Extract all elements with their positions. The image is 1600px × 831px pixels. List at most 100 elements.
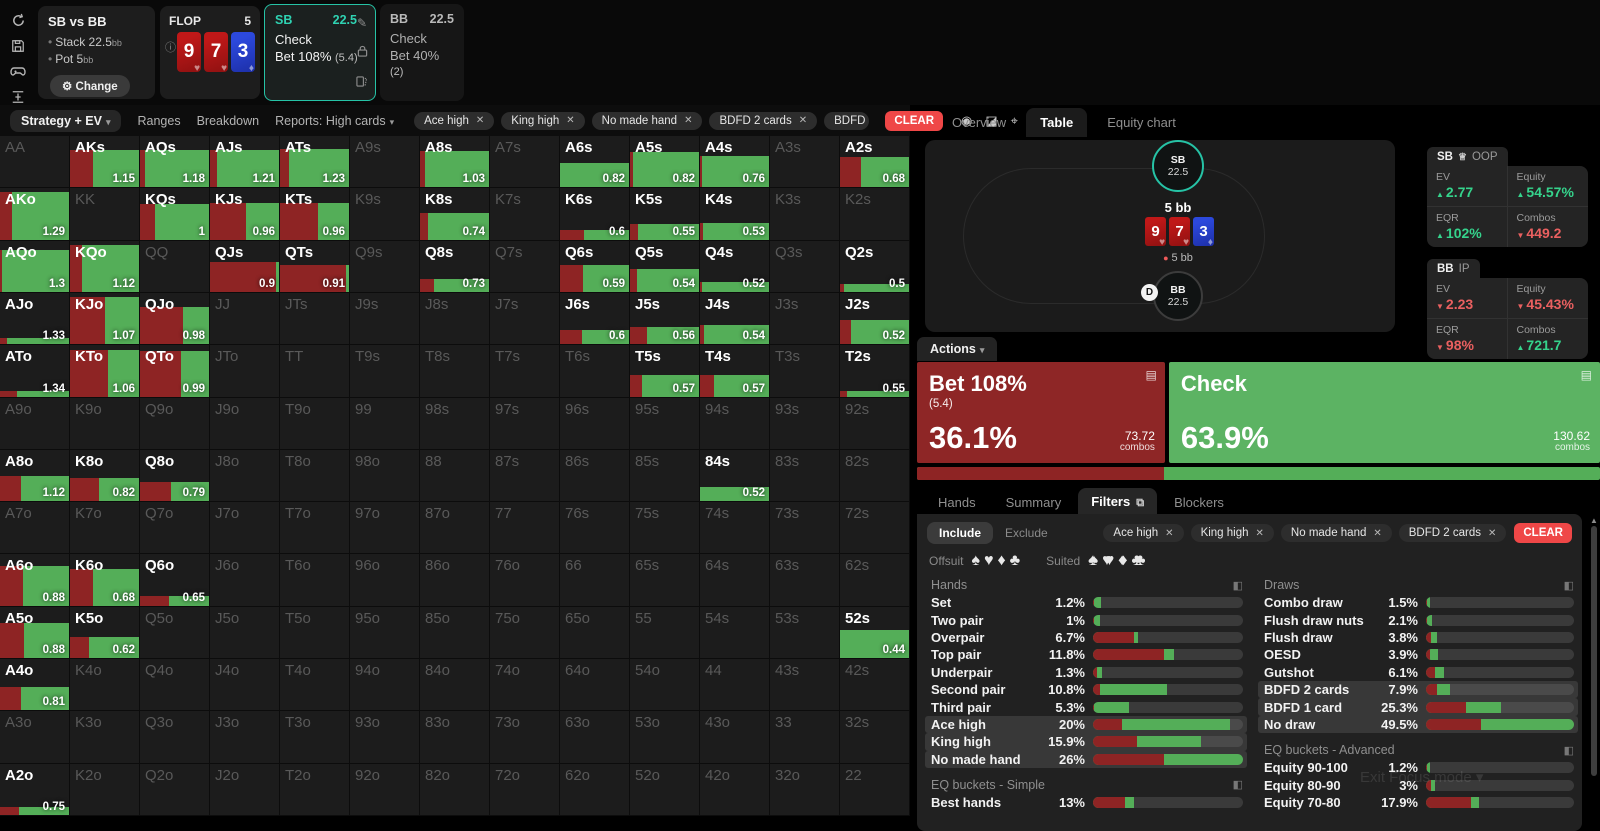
matrix-cell-84o[interactable]: 84o	[420, 659, 490, 712]
matrix-cell-QQ[interactable]: QQ	[140, 240, 210, 293]
matrix-cell-97o[interactable]: 97o	[350, 502, 420, 555]
matrix-cell-86o[interactable]: 86o	[420, 554, 490, 607]
matrix-cell-A2o[interactable]: A2o 0.75	[0, 763, 70, 816]
matrix-cell-K2o[interactable]: K2o	[70, 763, 140, 816]
matrix-cell-T4o[interactable]: T4o	[280, 659, 350, 712]
matrix-cell-87s[interactable]: 87s	[490, 449, 560, 503]
matrix-cell-T2o[interactable]: T2o	[280, 763, 350, 816]
matrix-cell-94o[interactable]: 94o	[350, 659, 420, 712]
contrast-icon[interactable]: ◪	[985, 112, 998, 128]
matrix-cell-A9o[interactable]: A9o	[0, 397, 70, 450]
matrix-cell-84s[interactable]: 84s 0.52	[700, 449, 770, 503]
clear-filters-button[interactable]: CLEAR	[1514, 523, 1572, 543]
matrix-cell-88[interactable]: 88	[420, 449, 490, 503]
matrix-cell-T2s[interactable]: T2s 0.55	[840, 345, 910, 398]
matrix-cell-65o[interactable]: 65o	[560, 606, 630, 660]
matrix-cell-Q6s[interactable]: Q6s 0.59	[560, 240, 630, 293]
matrix-cell-53s[interactable]: 53s	[770, 606, 840, 660]
tab-ranges[interactable]: Ranges	[137, 113, 181, 128]
spade-icon[interactable]: ♠	[971, 552, 980, 569]
matrix-cell-K6s[interactable]: K6s 0.6	[560, 188, 630, 241]
strategy-ev-dropdown[interactable]: Strategy + EV ▾	[10, 109, 122, 132]
matrix-cell-74o[interactable]: 74o	[490, 659, 560, 712]
stats-tab-bb[interactable]: BB IP	[1427, 259, 1480, 278]
tab-blockers[interactable]: Blockers	[1174, 495, 1224, 510]
node-bb[interactable]: BB 22.5 Check Bet 40% (2)	[380, 4, 464, 101]
matrix-cell-54o[interactable]: 54o	[630, 659, 700, 712]
matrix-cell-74s[interactable]: 74s	[700, 502, 770, 555]
close-icon[interactable]: ✕	[1373, 527, 1382, 539]
diamond-suited-icon[interactable]: ♦♦	[1118, 552, 1128, 569]
matrix-cell-A5o[interactable]: A5o 0.88	[0, 606, 70, 660]
matrix-cell-52s[interactable]: 52s 0.44	[840, 606, 910, 660]
matrix-cell-A2s[interactable]: A2s 0.68	[840, 136, 910, 189]
matrix-cell-T9o[interactable]: T9o	[280, 397, 350, 450]
action-card-bet-108-[interactable]: Bet 108% (5.4) 36.1% 73.72 combos ▤	[917, 362, 1165, 463]
node-sb[interactable]: SB 22.5 Check Bet 108% (5.4) ✎	[264, 4, 376, 101]
matrix-cell-Q7o[interactable]: Q7o	[140, 502, 210, 555]
matrix-cell-52o[interactable]: 52o	[630, 763, 700, 816]
matrix-cell-KTo[interactable]: KTo 1.06	[70, 345, 140, 398]
matrix-cell-KQs[interactable]: KQs 1	[140, 188, 210, 241]
matrix-cell-ATs[interactable]: ATs 1.23	[280, 136, 350, 189]
tab-summary[interactable]: Summary	[1005, 495, 1062, 510]
matrix-cell-KTs[interactable]: KTs 0.96	[280, 188, 350, 241]
stat-row-set[interactable]: Set 1.2%	[925, 594, 1247, 611]
close-icon[interactable]: ✕	[566, 115, 575, 126]
matrix-cell-94s[interactable]: 94s	[700, 397, 770, 450]
matrix-cell-K5o[interactable]: K5o 0.62	[70, 606, 140, 660]
matrix-cell-22[interactable]: 22	[840, 763, 910, 816]
stat-row-oesd[interactable]: OESD 3.9%	[1258, 646, 1578, 663]
close-icon[interactable]: ✕	[1255, 527, 1264, 539]
stat-row-best-hands[interactable]: Best hands 13%	[925, 794, 1247, 811]
matrix-cell-66[interactable]: 66	[560, 554, 630, 607]
matrix-cell-93s[interactable]: 93s	[770, 397, 840, 450]
matrix-cell-K4o[interactable]: K4o	[70, 659, 140, 712]
stat-row-equity-70-80[interactable]: Equity 70-80 17.9%	[1258, 794, 1578, 811]
matrix-cell-J3o[interactable]: J3o	[210, 711, 280, 764]
matrix-cell-T5o[interactable]: T5o	[280, 606, 350, 660]
matrix-cell-72s[interactable]: 72s	[840, 502, 910, 555]
tab-equity-chart[interactable]: Equity chart	[1107, 115, 1176, 130]
matrix-cell-62o[interactable]: 62o	[560, 763, 630, 816]
matrix-cell-AKs[interactable]: AKs 1.15	[70, 136, 140, 189]
stat-row-king-high[interactable]: King high 15.9%	[925, 733, 1247, 751]
stat-row-no-draw[interactable]: No draw 49.5%	[1258, 715, 1578, 734]
matrix-cell-A4o[interactable]: A4o 0.81	[0, 659, 70, 712]
stat-row-combo-draw[interactable]: Combo draw 1.5%	[1258, 594, 1578, 611]
matrix-cell-Q4o[interactable]: Q4o	[140, 659, 210, 712]
matrix-cell-K3o[interactable]: K3o	[70, 711, 140, 764]
matrix-cell-AQs[interactable]: AQs 1.18	[140, 136, 210, 189]
matrix-cell-75s[interactable]: 75s	[630, 502, 700, 555]
matrix-cell-54s[interactable]: 54s	[700, 606, 770, 660]
matrix-cell-97s[interactable]: 97s	[490, 397, 560, 450]
matrix-cell-43s[interactable]: 43s	[770, 659, 840, 712]
heart-icon[interactable]: ♥	[983, 552, 994, 569]
clear-filters-button[interactable]: CLEAR	[885, 110, 944, 131]
matrix-cell-Q9s[interactable]: Q9s	[350, 240, 420, 293]
matrix-cell-K2s[interactable]: K2s	[840, 188, 910, 241]
matrix-cell-J5o[interactable]: J5o	[210, 606, 280, 660]
matrix-cell-53o[interactable]: 53o	[630, 711, 700, 764]
scrollbar-thumb[interactable]	[1591, 526, 1597, 776]
matrix-cell-J8o[interactable]: J8o	[210, 449, 280, 503]
matrix-cell-K9s[interactable]: K9s	[350, 188, 420, 241]
matrix-cell-A8o[interactable]: A8o 1.12	[0, 449, 70, 503]
matrix-cell-J8s[interactable]: J8s	[420, 292, 490, 346]
range-slider-icon[interactable]	[10, 89, 27, 106]
doc-icon[interactable]: ▤	[1145, 368, 1157, 382]
matrix-cell-A7s[interactable]: A7s	[490, 136, 560, 189]
filter-chip[interactable]: No made hand ✕	[1280, 524, 1392, 542]
matrix-cell-63o[interactable]: 63o	[560, 711, 630, 764]
panel-toggle-icon[interactable]: ◧	[1563, 579, 1574, 592]
matrix-cell-42s[interactable]: 42s	[840, 659, 910, 712]
matrix-cell-K7s[interactable]: K7s	[490, 188, 560, 241]
reports-dropdown[interactable]: Reports: High cards ▾	[275, 113, 395, 128]
matrix-cell-82s[interactable]: 82s	[840, 449, 910, 503]
matrix-cell-76s[interactable]: 76s	[560, 502, 630, 555]
matrix-cell-72o[interactable]: 72o	[490, 763, 560, 816]
stat-row-equity-90-100[interactable]: Equity 90-100 1.2%	[1258, 759, 1578, 776]
panel-toggle-icon[interactable]: ◧	[1563, 744, 1574, 757]
matrix-cell-Q6o[interactable]: Q6o 0.65	[140, 554, 210, 607]
matrix-cell-99[interactable]: 99	[350, 397, 420, 450]
